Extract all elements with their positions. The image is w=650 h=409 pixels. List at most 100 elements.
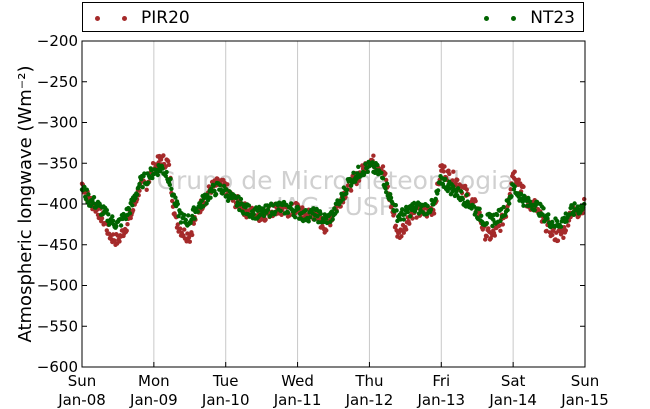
- data-point-nt23: [473, 210, 478, 215]
- data-point-pir20: [371, 153, 376, 158]
- data-point-nt23: [388, 195, 394, 200]
- x-tick-label-day: Sun: [571, 372, 600, 390]
- data-point-nt23: [380, 176, 386, 181]
- legend-label-nt23: NT23: [530, 8, 575, 28]
- y-axis-label: Atmospheric longwave (Wm⁻²): [15, 65, 36, 342]
- data-point-nt23: [484, 221, 489, 226]
- data-point-nt23: [505, 207, 510, 213]
- data-point-pir20: [300, 205, 305, 210]
- data-point-nt23: [507, 201, 512, 206]
- data-point-pir20: [399, 234, 404, 239]
- data-point-nt23: [146, 180, 151, 185]
- data-point-pir20: [393, 223, 398, 228]
- data-point-pir20: [414, 215, 419, 220]
- data-point-nt23: [126, 206, 132, 212]
- data-point-nt23: [433, 196, 438, 202]
- data-point-pir20: [96, 215, 102, 221]
- data-point-nt23: [401, 217, 406, 222]
- data-point-nt23: [142, 171, 147, 176]
- data-point-nt23: [217, 182, 223, 188]
- data-point-nt23: [182, 212, 187, 218]
- data-point-nt23: [375, 162, 380, 168]
- data-point-nt23: [192, 216, 197, 221]
- data-point-pir20: [486, 226, 491, 231]
- x-tick-label-day: Wed: [281, 372, 314, 390]
- x-tick-label-date: Jan-08: [57, 391, 106, 409]
- data-point-pir20: [550, 232, 555, 238]
- data-point-nt23: [303, 208, 308, 213]
- data-point-pir20: [512, 169, 517, 174]
- y-tick-label: −200: [37, 32, 78, 50]
- data-point-nt23: [425, 203, 430, 209]
- data-point-pir20: [158, 157, 164, 162]
- data-point-nt23: [554, 218, 560, 224]
- data-point-pir20: [404, 227, 409, 232]
- data-point-nt23: [393, 203, 398, 208]
- data-point-nt23: [285, 210, 291, 215]
- data-point-pir20: [521, 184, 526, 189]
- data-point-nt23: [398, 217, 403, 222]
- data-point-nt23: [110, 214, 115, 219]
- data-point-nt23: [211, 183, 216, 188]
- data-point-pir20: [324, 228, 329, 233]
- data-point-nt23: [306, 219, 311, 224]
- data-point-nt23: [265, 207, 271, 212]
- x-tick-label-day: Mon: [138, 372, 170, 390]
- x-tick-label-date: Jan-10: [201, 391, 250, 409]
- data-point-pir20: [99, 216, 105, 221]
- data-point-pir20: [124, 228, 129, 233]
- data-point-nt23: [340, 197, 346, 202]
- y-tick-label: −450: [37, 236, 78, 254]
- data-point-nt23: [201, 204, 206, 209]
- data-point-nt23: [365, 169, 370, 174]
- data-point-nt23: [521, 203, 526, 208]
- data-point-nt23: [459, 189, 464, 194]
- data-point-nt23: [479, 213, 484, 218]
- data-point-pir20: [161, 153, 166, 158]
- data-point-pir20: [215, 176, 220, 182]
- x-axis: SunJan-08MonJan-09TueJan-10WedJan-11ThuJ…: [57, 362, 609, 409]
- y-tick-label: −350: [37, 154, 78, 172]
- data-point-nt23: [296, 206, 301, 211]
- data-point-pir20: [563, 228, 568, 233]
- data-point-nt23: [308, 215, 313, 220]
- data-point-nt23: [137, 181, 142, 187]
- data-point-nt23: [268, 213, 273, 219]
- data-point-pir20: [190, 232, 195, 238]
- data-point-nt23: [428, 207, 434, 212]
- data-point-pir20: [187, 239, 192, 244]
- data-point-nt23: [289, 201, 294, 206]
- data-point-pir20: [566, 223, 571, 228]
- legend: PIR20 NT23: [82, 2, 584, 32]
- data-point-nt23: [344, 191, 349, 196]
- data-point-nt23: [498, 218, 503, 224]
- x-tick-label-day: Sun: [68, 372, 97, 390]
- data-point-pir20: [473, 198, 478, 204]
- data-point-nt23: [168, 176, 173, 182]
- data-point-nt23: [490, 223, 495, 229]
- data-point-nt23: [541, 206, 546, 211]
- data-point-nt23: [150, 175, 155, 181]
- data-point-nt23: [204, 201, 209, 206]
- data-point-nt23: [455, 186, 461, 191]
- data-point-pir20: [516, 177, 521, 182]
- data-point-pir20: [130, 208, 136, 213]
- data-point-nt23: [183, 217, 188, 223]
- data-point-pir20: [328, 223, 333, 228]
- data-point-nt23: [169, 186, 174, 192]
- data-point-nt23: [558, 224, 564, 229]
- data-point-pir20: [508, 187, 513, 192]
- data-point-nt23: [224, 187, 229, 192]
- data-point-nt23: [255, 208, 260, 213]
- data-point-nt23: [495, 212, 500, 218]
- legend-item-nt23: NT23: [484, 8, 575, 28]
- data-point-nt23: [546, 212, 551, 217]
- data-point-pir20: [144, 187, 149, 192]
- data-point-nt23: [512, 184, 517, 189]
- data-point-nt23: [273, 209, 278, 215]
- x-tick-label-date: Jan-14: [488, 391, 537, 409]
- data-point-nt23: [384, 190, 389, 195]
- data-point-nt23: [503, 212, 508, 218]
- data-point-pir20: [128, 215, 133, 221]
